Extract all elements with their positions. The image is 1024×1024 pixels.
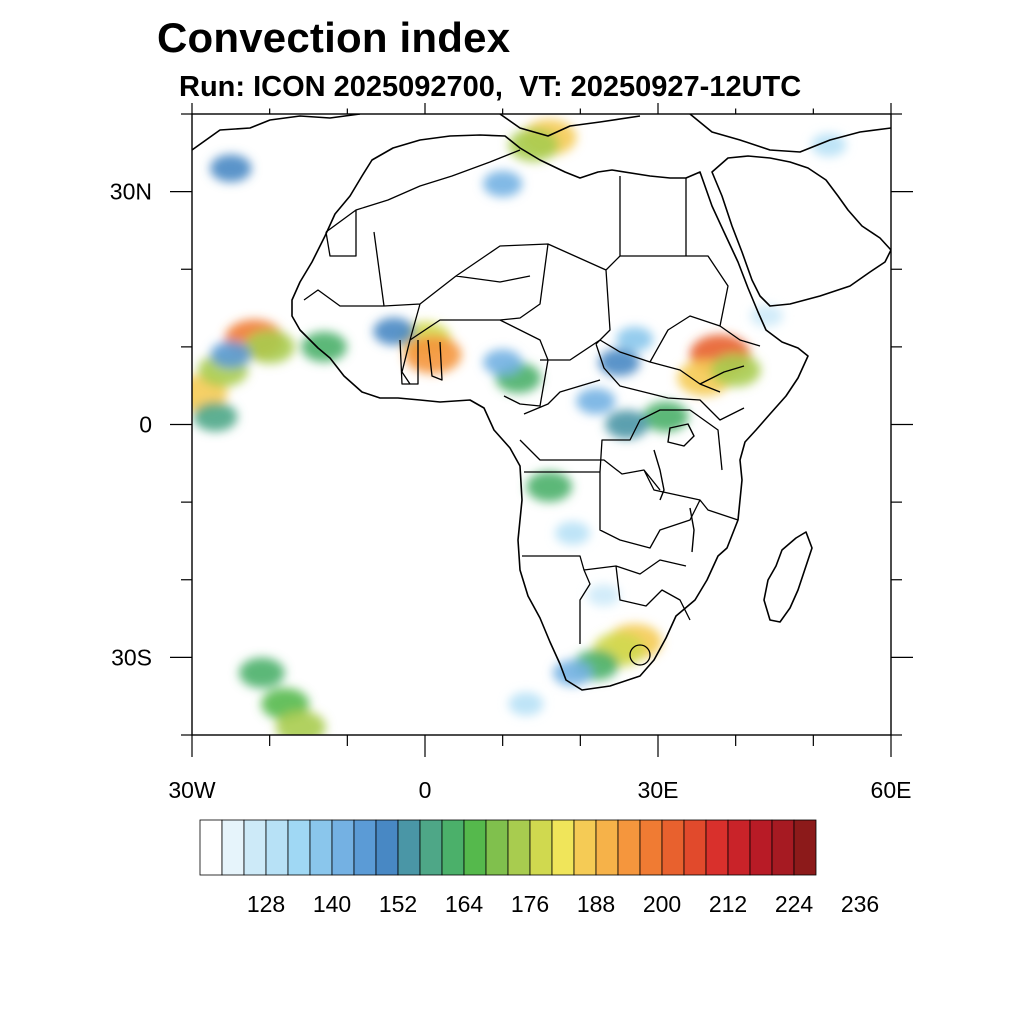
- colorbar-label: 212: [709, 891, 747, 917]
- chart-subtitle: Run: ICON 2025092700, VT: 20250927-12UTC: [179, 71, 802, 103]
- field-cell: [210, 154, 252, 183]
- colorbar-label: 200: [643, 891, 681, 917]
- y-tick-label: 0: [139, 412, 152, 438]
- colorbar-box: [353, 819, 377, 876]
- x-tick-label: 30W: [168, 777, 216, 803]
- colorbar-label: 176: [511, 891, 549, 917]
- colorbar-label: 152: [379, 891, 417, 917]
- colorbar-box: [749, 819, 773, 876]
- colorbar-box: [617, 819, 641, 876]
- lake-malawi: [689, 507, 695, 553]
- country-borders: [303, 149, 761, 666]
- colorbar-box: [705, 819, 729, 876]
- colorbar-box: [265, 819, 289, 876]
- lakes: [653, 423, 695, 553]
- field-cell: [605, 409, 649, 440]
- colorbar-box: [661, 819, 685, 876]
- colorbar-label: 236: [841, 891, 879, 917]
- colorbar-box: [397, 819, 421, 876]
- y-tick-label: 30S: [111, 644, 152, 670]
- field-cell: [587, 584, 621, 607]
- europe-coastline: [192, 114, 891, 153]
- colorbar-box: [551, 819, 575, 876]
- field-cell: [508, 128, 559, 162]
- axis-labels: 30W 0 30E 60E 30N 0 30S: [110, 179, 912, 803]
- colorbar-box: [243, 819, 267, 876]
- colorbar-box: [199, 819, 223, 876]
- field-cell: [526, 471, 573, 502]
- colorbar-box: [771, 819, 795, 876]
- field-cell: [238, 657, 285, 689]
- field-cell: [244, 330, 295, 364]
- colorbar-box: [507, 819, 531, 876]
- colorbar-box: [683, 819, 707, 876]
- colorbar-box: [793, 819, 817, 876]
- field-cell: [598, 348, 640, 377]
- colorbar-box: [441, 819, 465, 876]
- field-cell: [210, 341, 252, 369]
- colorbar-box: [727, 819, 751, 876]
- x-tick-label: 30E: [638, 777, 679, 803]
- colorbar-label: 128: [247, 891, 285, 917]
- colorbar-label: 188: [577, 891, 615, 917]
- colorbar-box: [529, 819, 553, 876]
- x-tick-label: 0: [419, 777, 432, 803]
- colorbar-label: 164: [445, 891, 484, 917]
- field-cell: [576, 388, 616, 415]
- madagascar-coastline: [763, 531, 813, 623]
- colorbar-box: [331, 819, 355, 876]
- colorbar-box: [287, 819, 311, 876]
- coastline-layer: [192, 114, 891, 691]
- colorbar-box: [375, 819, 399, 876]
- plot-background: [192, 114, 891, 735]
- plot-area: [192, 114, 891, 735]
- field-cell: [275, 710, 326, 735]
- colorbar-box: [221, 819, 245, 876]
- field-cell: [508, 692, 544, 716]
- border-path: [303, 149, 761, 644]
- field-cell: [555, 521, 591, 545]
- field-cell: [193, 401, 238, 432]
- colorbar-box: [419, 819, 443, 876]
- colorbar-box: [595, 819, 619, 876]
- axis-ticks: [170, 103, 913, 757]
- colorbar-box: [639, 819, 663, 876]
- arabian-peninsula: [711, 155, 891, 307]
- field-cell: [482, 170, 523, 197]
- lake-victoria: [667, 423, 695, 447]
- field-cell: [552, 659, 593, 687]
- field-cell: [710, 353, 761, 387]
- field-cell: [404, 335, 462, 374]
- y-tick-label: 30N: [110, 179, 152, 205]
- field-cell: [616, 326, 654, 352]
- africa-coastline: [291, 134, 809, 691]
- lake-tanganyika: [653, 449, 665, 501]
- colorbar-box: [485, 819, 509, 876]
- chart-title: Convection index: [157, 14, 511, 61]
- colorbar-box: [573, 819, 597, 876]
- field-cell: [642, 401, 689, 433]
- field-cell: [301, 331, 347, 363]
- field-cell: [811, 133, 847, 157]
- colorbar-label: 224: [775, 891, 814, 917]
- x-tick-label: 60E: [871, 777, 912, 803]
- colorbar-label: 140: [313, 891, 351, 917]
- colorbar-box: [463, 819, 487, 876]
- lesotho-border: [629, 644, 651, 666]
- field-cell: [373, 317, 415, 346]
- colorbar: 128 140 152 164 176 188 200 212 224 236: [199, 819, 879, 917]
- colorbar-box: [309, 819, 333, 876]
- field-cell: [482, 349, 523, 376]
- field-cell: [750, 304, 784, 327]
